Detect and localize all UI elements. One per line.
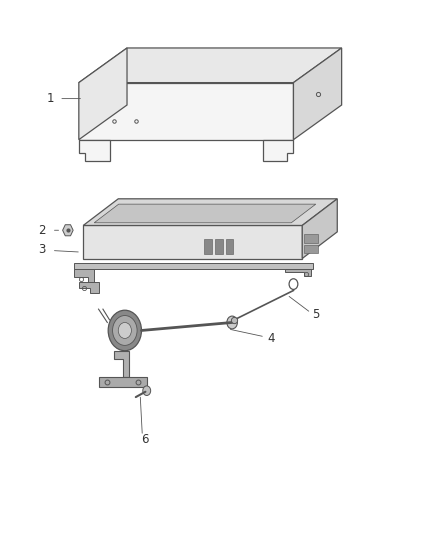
Text: 4: 4 [268,332,276,345]
Bar [204,239,212,254]
Polygon shape [79,48,342,83]
Polygon shape [74,263,313,269]
Polygon shape [79,83,293,140]
Polygon shape [83,199,337,225]
Polygon shape [285,269,311,276]
Polygon shape [74,269,94,282]
Text: 1: 1 [46,92,54,105]
Bar [215,239,223,254]
Polygon shape [99,377,147,387]
Circle shape [143,386,151,395]
Circle shape [108,310,141,351]
Polygon shape [79,140,110,161]
Polygon shape [293,48,342,140]
Text: 5: 5 [312,308,319,321]
Circle shape [227,316,237,329]
Polygon shape [263,140,293,161]
Polygon shape [79,282,99,293]
Circle shape [118,322,131,338]
Polygon shape [114,351,129,377]
Polygon shape [302,199,337,259]
Polygon shape [63,225,73,236]
Text: 6: 6 [141,433,148,446]
Polygon shape [94,204,316,223]
Bar [226,239,233,254]
Text: 2: 2 [38,224,46,237]
Text: 3: 3 [38,243,45,256]
Polygon shape [79,48,127,140]
Bar [304,234,318,243]
Circle shape [113,316,137,345]
Bar [304,245,318,253]
Polygon shape [83,225,302,259]
